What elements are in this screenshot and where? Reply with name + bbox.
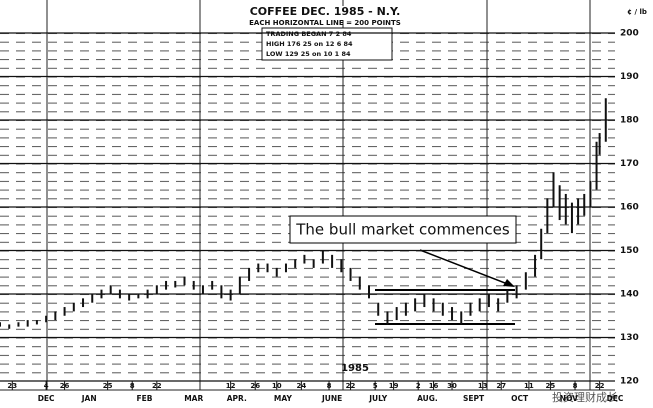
annotation-box	[289, 215, 517, 244]
month-label: FEB	[137, 394, 153, 403]
info: LOW 129 25 on 10 1 84	[266, 50, 351, 58]
month-label: AUG.	[417, 394, 438, 403]
x-tick-label: 5	[373, 382, 378, 390]
x-tick-label: 22	[595, 382, 605, 390]
month-label: SEPT	[463, 394, 485, 403]
x-tick-label: 8	[573, 382, 578, 390]
x-tick-label: 12	[226, 382, 236, 390]
month-label: DEC	[38, 394, 55, 403]
vertical-rules	[46, 0, 591, 390]
x-tick-label: 4	[44, 382, 49, 390]
y-tick-label: 130	[620, 333, 639, 343]
y-tick-label: 200	[620, 29, 639, 39]
month-label: NOV	[560, 394, 578, 403]
subtitle: EACH HORIZONTAL LINE = 200 POINTS	[249, 19, 401, 27]
annotation: The bull market commences	[295, 221, 510, 239]
chart-title: COFFEE DEC. 1985 - N.Y.	[250, 5, 401, 18]
x-tick-label: 23	[7, 382, 17, 390]
month-label: APR.	[227, 394, 247, 403]
x-tick-label: 27	[496, 382, 506, 390]
x-tick-label: 26	[60, 382, 70, 390]
x-tick-label: 2	[416, 382, 421, 390]
y-tick-label: 140	[620, 290, 639, 300]
info: TRADING BEGAN 7 2 84	[266, 30, 352, 38]
title-bg	[258, 6, 392, 20]
x-tick-label: 8	[327, 382, 332, 390]
month-label: DEC	[607, 394, 624, 403]
y-tick-label: 160	[620, 203, 639, 213]
year-label: 1985	[341, 363, 369, 374]
x-tick-label: 30	[447, 382, 457, 390]
y-tick-label: 180	[620, 116, 639, 126]
month-label: JUNE	[321, 394, 342, 403]
x-tick-label: 8	[130, 382, 135, 390]
month-label: JULY	[368, 394, 387, 403]
x-tick-label: 19	[389, 382, 399, 390]
y-tick-label: 150	[620, 246, 639, 256]
x-tick-label: 22	[152, 382, 162, 390]
y-tick-label: 190	[620, 72, 639, 82]
month-label: MAR	[184, 394, 203, 403]
month-label: MAY	[274, 394, 293, 403]
month-label: OCT	[511, 394, 529, 403]
x-tick-label: 16	[429, 382, 439, 390]
arrow-head	[503, 279, 515, 287]
month-label: JAN	[81, 394, 97, 403]
y-tick-label: 170	[620, 159, 639, 169]
watermark: 投资理财成长	[552, 390, 618, 404]
x-tick-label: 25	[103, 382, 113, 390]
x-tick-label: 25	[546, 382, 556, 390]
x-tick-label: 11	[524, 382, 534, 390]
x-tick-label: 10	[272, 382, 282, 390]
x-tick-label: 13	[478, 382, 488, 390]
arrow	[419, 249, 511, 286]
unit-label: ¢ / lb	[627, 8, 647, 16]
x-tick-label: 22	[346, 382, 356, 390]
y-tick-label: 120	[620, 377, 639, 387]
info: HIGH 176 25 on 12 6 84	[266, 40, 353, 48]
x-tick-label: 24	[296, 382, 306, 390]
x-tick-label: 26	[250, 382, 260, 390]
